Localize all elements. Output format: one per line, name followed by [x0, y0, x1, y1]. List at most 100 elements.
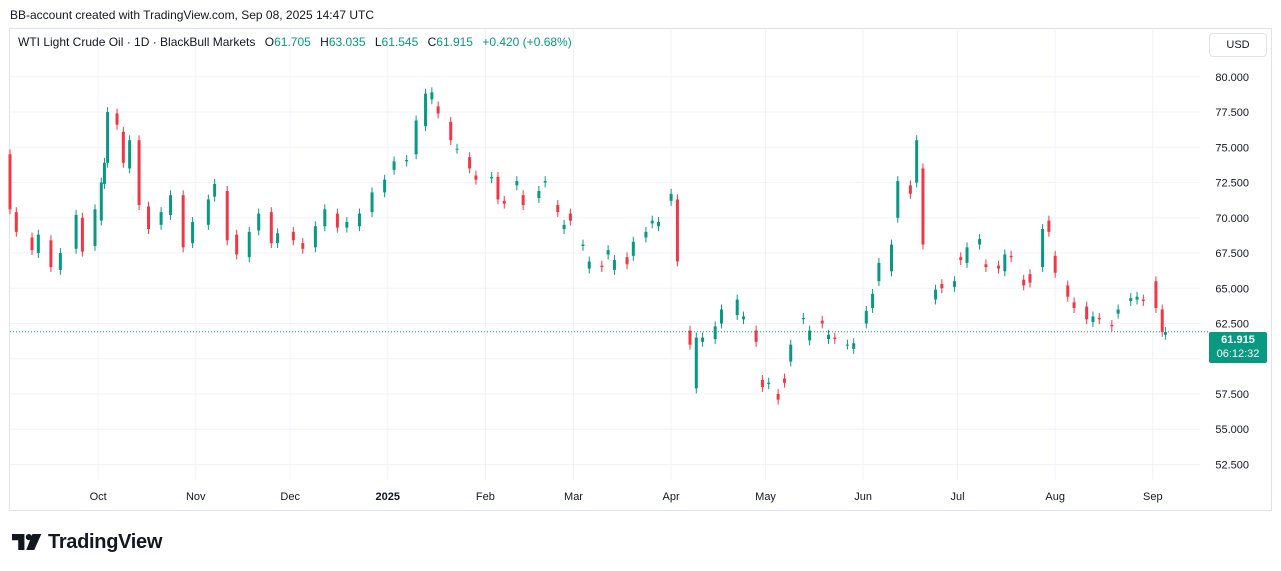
y-tick-label: 75.000 — [1215, 142, 1249, 154]
candle-body — [537, 190, 541, 199]
candle-body — [1009, 255, 1013, 258]
candle-body — [952, 281, 956, 287]
x-tick-label: Dec — [280, 491, 300, 503]
time-axis[interactable]: Oct Nov Dec 2025 Feb Mar Apr May Jun Jul Aug Sep — [90, 491, 1163, 503]
candle-body — [820, 320, 824, 324]
candle-body — [257, 213, 261, 231]
x-tick-label: Jun — [854, 491, 872, 503]
candle-body — [625, 257, 629, 265]
tradingview-logo-icon — [12, 534, 42, 550]
y-tick-label: 80.000 — [1215, 72, 1249, 84]
candle-body — [644, 231, 648, 238]
candle-body — [908, 185, 912, 194]
chart-frame — [9, 28, 1272, 511]
candle-body — [760, 379, 764, 387]
candle-body — [468, 157, 472, 169]
candle-body — [169, 195, 173, 215]
candle-body — [36, 234, 40, 254]
candle-body — [102, 162, 106, 184]
x-tick-label: Apr — [663, 491, 680, 503]
candle-body — [606, 250, 610, 255]
y-tick-label: 65.000 — [1215, 283, 1249, 295]
candle-body — [600, 265, 604, 268]
symbol-legend[interactable]: WTI Light Crude Oil · 1D · BlackBull Mar… — [18, 35, 572, 49]
high-label: H — [320, 35, 329, 49]
candle-body — [1129, 298, 1133, 301]
currency-button[interactable]: USD — [1209, 33, 1267, 57]
candle-body — [845, 344, 849, 346]
candle-body — [675, 199, 679, 262]
candle-body — [1085, 306, 1089, 320]
brand[interactable]: TradingView — [12, 530, 162, 554]
candle-body — [694, 337, 698, 389]
candle-body — [159, 212, 163, 225]
candle-body — [719, 309, 723, 324]
candle-body — [1047, 220, 1051, 232]
y-tick-label: 77.500 — [1215, 107, 1249, 119]
last-price-value: 61.915 — [1221, 334, 1255, 346]
candle-body — [1003, 254, 1007, 272]
brand-name: TradingView — [48, 530, 163, 553]
bar-countdown: 06:12:32 — [1216, 348, 1260, 360]
y-tick-label: 67.500 — [1215, 248, 1249, 260]
candle-body — [587, 261, 591, 269]
candle-body — [965, 247, 969, 263]
candle-body — [1022, 279, 1026, 286]
candle-body — [852, 343, 856, 349]
y-tick-label: 70.000 — [1215, 213, 1249, 225]
candle-body — [650, 220, 654, 224]
open-label: O — [264, 35, 275, 49]
candle-body — [137, 140, 141, 206]
candle-body — [291, 231, 295, 241]
snapshot-caption: BB-account created with TradingView.com,… — [10, 8, 374, 22]
candle-body — [1160, 309, 1164, 332]
candle-body — [669, 193, 673, 201]
candle-body — [191, 222, 195, 244]
candle-body — [543, 181, 547, 183]
candle-body — [657, 222, 661, 227]
candle-body — [213, 183, 217, 197]
candle-body — [1163, 331, 1167, 335]
candle-body — [562, 224, 566, 230]
candle-body — [688, 330, 692, 345]
candle-body — [80, 217, 84, 252]
open-value: 61.705 — [274, 35, 311, 49]
price-axis[interactable]: 80.000 77.500 75.000 72.500 70.000 67.500 65.0… — [1215, 72, 1249, 472]
candle-body — [206, 199, 210, 225]
grid-lines — [10, 30, 1200, 480]
candle-body — [713, 326, 717, 340]
close-value: 61.915 — [436, 35, 473, 49]
candle-body — [14, 212, 18, 232]
candle-body — [106, 112, 110, 163]
candle-body — [896, 181, 900, 218]
candle-body — [313, 226, 317, 248]
candle-body — [1097, 317, 1101, 320]
candle-body — [568, 213, 572, 221]
candle-body — [449, 121, 453, 141]
candle-body — [934, 289, 938, 300]
candle-body — [370, 192, 374, 213]
candle-body — [474, 175, 478, 180]
candle-body — [115, 113, 119, 125]
candle-body — [1066, 285, 1070, 297]
candle-body — [1028, 274, 1032, 283]
x-tick-label: Sep — [1143, 491, 1163, 503]
close-label: C — [427, 35, 437, 49]
candle-body — [436, 106, 440, 114]
candle-body — [455, 148, 459, 150]
candle-body — [959, 257, 963, 261]
candle-body — [502, 200, 506, 204]
candle-body — [1072, 302, 1076, 308]
x-tick-label: Oct — [90, 491, 107, 503]
candle-body — [701, 337, 705, 342]
x-tick-label: Nov — [186, 491, 206, 503]
candle-body — [984, 264, 988, 268]
candle-body — [49, 240, 53, 268]
y-tick-label: 62.500 — [1215, 319, 1249, 331]
y-tick-label: 55.000 — [1215, 424, 1249, 436]
candle-body — [921, 168, 925, 245]
candle-body — [424, 93, 428, 127]
symbol-title[interactable]: WTI Light Crude Oil · 1D · BlackBull Mar… — [18, 35, 256, 49]
candle-body — [490, 176, 494, 179]
